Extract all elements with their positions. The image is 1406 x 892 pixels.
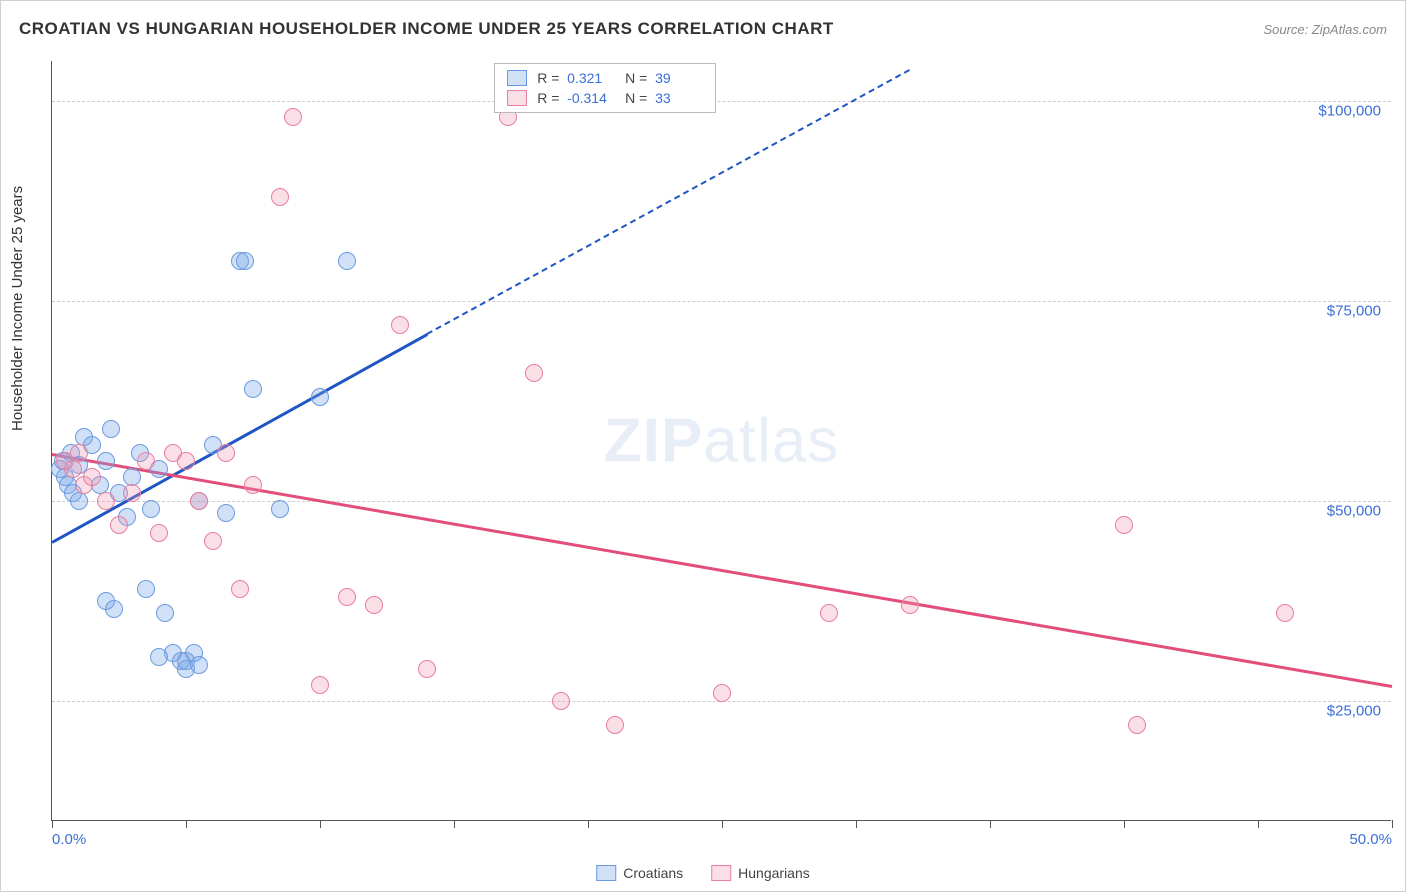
scatter-point [1276, 604, 1294, 622]
scatter-point [311, 388, 329, 406]
gridline-horizontal [52, 101, 1391, 102]
scatter-point [271, 188, 289, 206]
scatter-point [150, 524, 168, 542]
legend-correlation-row: R = -0.314 N = 33 [507, 88, 703, 108]
scatter-point [1128, 716, 1146, 734]
legend-r-label: R = -0.314 [537, 90, 615, 106]
legend-r-label: R = 0.321 [537, 70, 615, 86]
source-attribution: Source: ZipAtlas.com [1263, 22, 1387, 37]
scatter-point [338, 252, 356, 270]
scatter-point [552, 692, 570, 710]
x-tick [186, 820, 187, 828]
scatter-point [606, 716, 624, 734]
scatter-point [820, 604, 838, 622]
legend-n-label: N = 33 [625, 90, 703, 106]
x-tick [320, 820, 321, 828]
scatter-point [217, 504, 235, 522]
legend-label-hungarians: Hungarians [738, 865, 810, 881]
scatter-point [97, 492, 115, 510]
legend-bottom: Croatians Hungarians [596, 865, 810, 881]
scatter-point [1115, 516, 1133, 534]
legend-item-croatians: Croatians [596, 865, 683, 881]
legend-swatch [507, 90, 527, 106]
legend-swatch-hungarians [711, 865, 731, 881]
watermark-bold: ZIP [604, 406, 703, 475]
x-tick [52, 820, 53, 828]
x-tick [588, 820, 589, 828]
scatter-point [525, 364, 543, 382]
scatter-point [418, 660, 436, 678]
plot-area: ZIPatlas $25,000$50,000$75,000$100,0000.… [51, 61, 1391, 821]
scatter-point [244, 380, 262, 398]
y-tick-label: $50,000 [1327, 503, 1381, 520]
scatter-point [102, 420, 120, 438]
scatter-point [365, 596, 383, 614]
scatter-point [177, 452, 195, 470]
scatter-point [190, 492, 208, 510]
x-tick [1258, 820, 1259, 828]
legend-n-label: N = 39 [625, 70, 703, 86]
scatter-point [284, 108, 302, 126]
chart-title: CROATIAN VS HUNGARIAN HOUSEHOLDER INCOME… [19, 19, 834, 39]
y-tick-label: $75,000 [1327, 303, 1381, 320]
scatter-point [97, 452, 115, 470]
scatter-point [231, 580, 249, 598]
legend-correlation-box: R = 0.321 N = 39 R = -0.314 N = 33 [494, 63, 716, 113]
scatter-point [311, 676, 329, 694]
watermark: ZIPatlas [604, 405, 839, 476]
scatter-point [271, 500, 289, 518]
scatter-point [137, 452, 155, 470]
gridline-horizontal [52, 501, 1391, 502]
scatter-point [236, 252, 254, 270]
x-tick [722, 820, 723, 828]
scatter-point [713, 684, 731, 702]
scatter-point [105, 600, 123, 618]
x-tick-label-end: 50.0% [1349, 831, 1392, 848]
y-tick-label: $25,000 [1327, 703, 1381, 720]
x-tick [1124, 820, 1125, 828]
scatter-point [901, 596, 919, 614]
scatter-point [204, 532, 222, 550]
x-tick [856, 820, 857, 828]
scatter-point [64, 460, 82, 478]
scatter-point [244, 476, 262, 494]
trend-line [51, 333, 427, 543]
scatter-point [70, 444, 88, 462]
scatter-point [190, 656, 208, 674]
legend-swatch-croatians [596, 865, 616, 881]
scatter-point [150, 648, 168, 666]
legend-label-croatians: Croatians [623, 865, 683, 881]
x-tick-label-start: 0.0% [52, 831, 86, 848]
x-tick [454, 820, 455, 828]
scatter-point [123, 484, 141, 502]
gridline-horizontal [52, 301, 1391, 302]
x-tick [990, 820, 991, 828]
legend-correlation-row: R = 0.321 N = 39 [507, 68, 703, 88]
y-axis-label: Householder Income Under 25 years [9, 186, 26, 431]
scatter-point [338, 588, 356, 606]
header-row: CROATIAN VS HUNGARIAN HOUSEHOLDER INCOME… [19, 19, 1387, 39]
scatter-point [110, 516, 128, 534]
legend-swatch [507, 70, 527, 86]
x-tick [1392, 820, 1393, 828]
scatter-point [156, 604, 174, 622]
scatter-point [217, 444, 235, 462]
scatter-point [391, 316, 409, 334]
scatter-point [142, 500, 160, 518]
y-tick-label: $100,000 [1318, 103, 1381, 120]
legend-item-hungarians: Hungarians [711, 865, 810, 881]
watermark-rest: atlas [703, 406, 839, 475]
scatter-point [137, 580, 155, 598]
scatter-point [70, 492, 88, 510]
scatter-point [83, 468, 101, 486]
chart-container: CROATIAN VS HUNGARIAN HOUSEHOLDER INCOME… [0, 0, 1406, 892]
